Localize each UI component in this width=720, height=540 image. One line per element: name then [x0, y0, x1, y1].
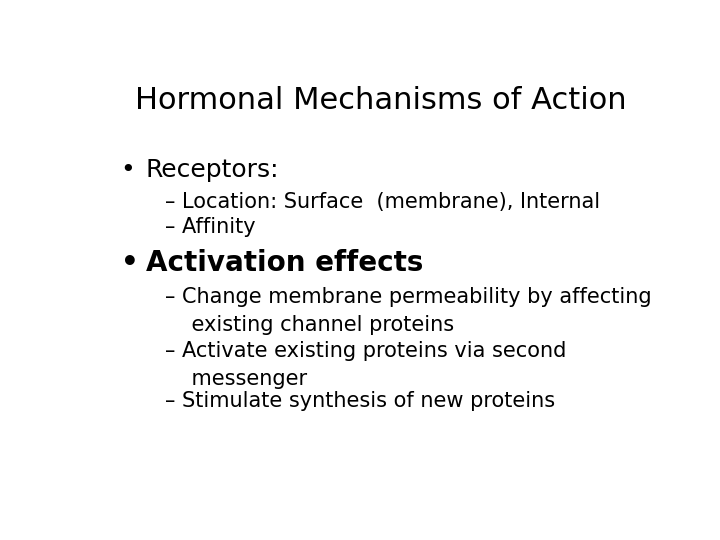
- Text: Hormonal Mechanisms of Action: Hormonal Mechanisms of Action: [135, 85, 626, 114]
- Text: – Location: Surface  (membrane), Internal: – Location: Surface (membrane), Internal: [166, 192, 600, 212]
- Text: – Activate existing proteins via second
    messenger: – Activate existing proteins via second …: [166, 341, 567, 389]
- Text: Receptors:: Receptors:: [145, 158, 279, 183]
- Text: Activation effects: Activation effects: [145, 248, 423, 276]
- Text: •: •: [121, 158, 135, 183]
- Text: – Affinity: – Affinity: [166, 217, 256, 237]
- Text: – Change membrane permeability by affecting
    existing channel proteins: – Change membrane permeability by affect…: [166, 287, 652, 335]
- Text: •: •: [121, 248, 138, 276]
- Text: – Stimulate synthesis of new proteins: – Stimulate synthesis of new proteins: [166, 391, 555, 411]
